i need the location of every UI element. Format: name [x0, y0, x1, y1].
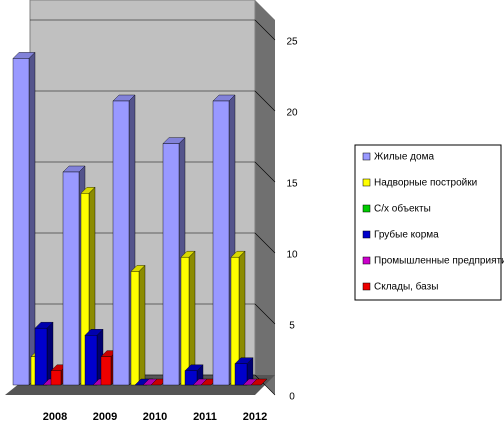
legend-swatch — [362, 282, 371, 291]
legend-label: Жилые дома — [374, 152, 434, 163]
legend-swatch — [362, 230, 371, 239]
bar — [62, 171, 80, 386]
side-grid-line — [254, 90, 276, 112]
bar-top — [250, 378, 268, 386]
y-tick-label: 25 — [286, 37, 298, 48]
legend-label: С/х объекты — [374, 203, 431, 215]
side-grid-line — [254, 232, 276, 254]
y-tick-label: 20 — [286, 108, 298, 119]
bar — [12, 58, 30, 386]
y-tick-label: 15 — [286, 179, 298, 190]
bar — [50, 370, 62, 386]
side-grid-line — [254, 161, 276, 183]
bar — [162, 143, 180, 386]
legend — [354, 144, 502, 301]
x-tick-label: 2010 — [143, 411, 167, 423]
y-tick-label: 0 — [289, 392, 295, 403]
x-tick-label: 2011 — [193, 411, 217, 423]
side-grid-line — [254, 374, 276, 396]
legend-label: Промышленные предприятия — [374, 256, 504, 267]
side-grid-line — [254, 303, 276, 325]
legend-swatch — [362, 256, 371, 265]
x-tick-label: 2012 — [243, 411, 267, 423]
bar — [130, 271, 140, 386]
y-tick-label: 10 — [286, 250, 298, 261]
bar — [100, 356, 112, 386]
legend-label: Грубые корма — [374, 229, 439, 241]
y-tick-label: 5 — [289, 321, 295, 332]
legend-swatch — [362, 204, 371, 213]
bar-side — [28, 51, 36, 386]
bar — [180, 257, 190, 386]
x-tick-label: 2009 — [93, 411, 117, 423]
legend-swatch — [362, 178, 371, 187]
x-tick-label: 2008 — [43, 411, 67, 423]
bar-side — [138, 264, 146, 386]
bar — [184, 370, 198, 386]
bar — [234, 363, 248, 386]
side-wall — [255, 0, 275, 395]
side-grid-line — [254, 19, 276, 41]
bar — [212, 100, 230, 386]
legend-label: Склады, базы — [374, 281, 438, 293]
legend-label: Надворные постройки — [374, 178, 477, 189]
bar — [84, 335, 98, 386]
bar — [34, 328, 48, 386]
bar — [112, 100, 130, 386]
legend-swatch — [362, 152, 371, 161]
